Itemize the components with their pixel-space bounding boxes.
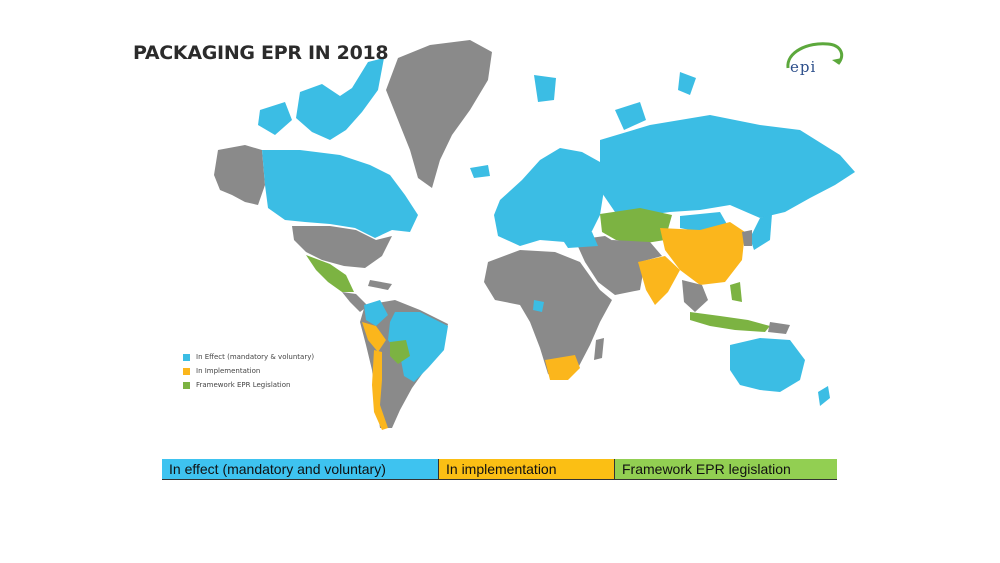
map-legend-item-in-implementation: In Implementation — [183, 364, 314, 378]
region-chile — [372, 350, 388, 430]
region-papua — [768, 322, 790, 334]
bottom-legend-in-implementation: In implementation — [438, 459, 614, 479]
region-west-africa — [533, 300, 544, 312]
region-canada — [262, 150, 418, 238]
region-arctic-islands-2 — [258, 102, 292, 135]
bottom-legend-in-effect: In effect (mandatory and voluntary) — [162, 459, 438, 479]
legend-swatch — [183, 353, 190, 361]
region-caribbean — [368, 280, 392, 290]
region-se-asia — [682, 280, 708, 312]
region-indonesia — [690, 312, 770, 332]
region-new-zealand — [818, 386, 830, 406]
region-svalbard — [534, 75, 556, 102]
map-legend-item-framework: Framework EPR Legislation — [183, 378, 314, 392]
bottom-legend-framework: Framework EPR legislation — [614, 459, 837, 479]
region-australia — [730, 338, 805, 392]
region-iceland — [470, 165, 490, 178]
map-legend: In Effect (mandatory & voluntary) In Imp… — [183, 350, 314, 392]
epi-logo-text: epi — [790, 58, 817, 76]
region-turkey — [560, 232, 598, 248]
map-legend-item-in-effect: In Effect (mandatory & voluntary) — [183, 350, 314, 364]
region-korea — [742, 230, 752, 246]
region-russia — [600, 115, 855, 218]
region-china — [660, 222, 745, 285]
region-colombia — [364, 300, 388, 326]
legend-swatch — [183, 367, 190, 375]
map-legend-label: In Effect (mandatory & voluntary) — [196, 353, 315, 361]
region-central-asia — [612, 240, 662, 262]
region-japan — [750, 214, 772, 250]
region-mexico — [306, 255, 354, 292]
region-india — [638, 256, 680, 305]
bottom-legend: In effect (mandatory and voluntary) In i… — [162, 459, 837, 480]
region-madagascar — [594, 338, 604, 360]
page-title: PACKAGING EPR IN 2018 — [133, 42, 389, 64]
region-africa — [484, 250, 612, 380]
region-central-america — [342, 292, 368, 312]
region-kazakhstan — [600, 208, 672, 244]
region-greenland — [386, 40, 492, 188]
epi-logo — [786, 42, 844, 69]
legend-swatch — [183, 381, 190, 389]
region-europe — [494, 148, 604, 246]
region-south-africa — [545, 355, 580, 380]
region-arctic-islands — [296, 58, 384, 140]
region-bolivia — [390, 340, 410, 364]
region-peru — [362, 322, 386, 352]
region-russia-islands-2 — [678, 72, 696, 95]
region-usa — [292, 226, 392, 268]
region-russia-islands — [615, 102, 646, 130]
map-legend-label: In Implementation — [196, 367, 261, 375]
map-legend-label: Framework EPR Legislation — [196, 381, 291, 389]
region-alaska — [214, 145, 265, 205]
region-philippines — [730, 282, 742, 302]
region-brazil — [388, 312, 448, 382]
